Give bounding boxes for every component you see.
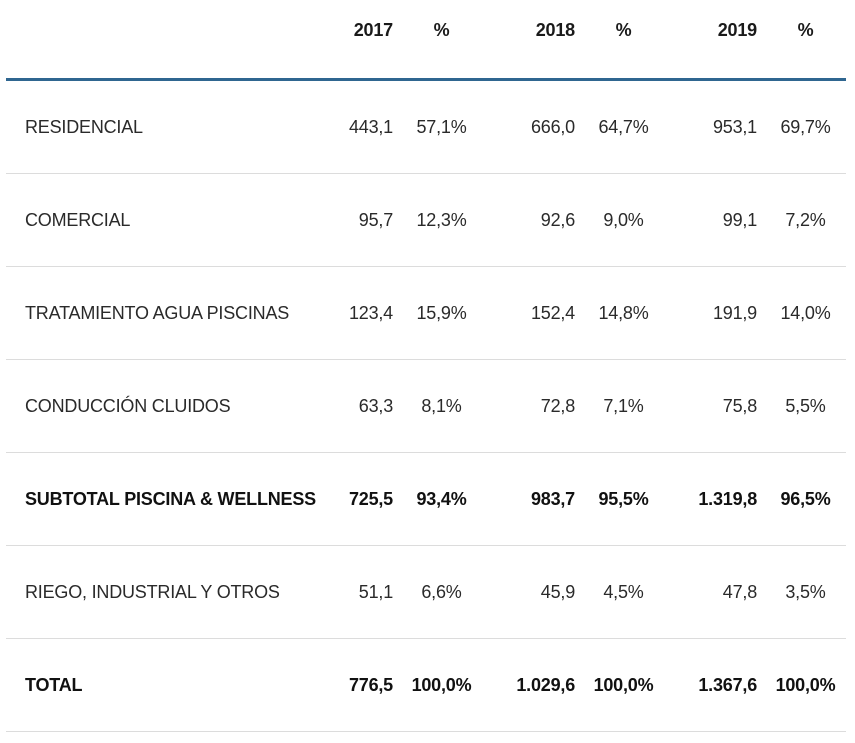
value-2019: 953,1 [712, 116, 757, 137]
value-2017: 51,1 [358, 581, 393, 602]
percent-2018: 100,0% [593, 674, 654, 695]
value-2019: 1.319,8 [698, 488, 757, 509]
table-row-subtotal-piscina-wellness: SUBTOTAL PISCINA & WELLNESS 725,5 93,4% … [6, 453, 846, 546]
percent-2018: 9,0% [603, 209, 644, 230]
percent-2019: 7,2% [785, 209, 826, 230]
table-row-tratamiento-agua-piscinas: TRATAMIENTO AGUA PISCINAS 123,4 15,9% 15… [6, 267, 846, 360]
value-2018: 152,4 [530, 302, 575, 323]
header-2019-percent: % [797, 20, 814, 40]
header-2018-percent: % [615, 20, 632, 40]
table-row-riego-industrial-otros: RIEGO, INDUSTRIAL Y OTROS 51,1 6,6% 45,9… [6, 546, 846, 639]
header-2017: 2017 [353, 20, 393, 40]
table-row-conduccion-cluidos: CONDUCCIÓN CLUIDOS 63,3 8,1% 72,8 7,1% 7… [6, 360, 846, 453]
table-row-total: TOTAL 776,5 100,0% 1.029,6 100,0% 1.367,… [6, 639, 846, 732]
value-2019: 47,8 [722, 581, 757, 602]
header-2018: 2018 [535, 20, 575, 40]
percent-2018: 14,8% [598, 302, 649, 323]
value-2019: 1.367,6 [698, 674, 757, 695]
percent-2017: 57,1% [416, 116, 467, 137]
value-2017: 123,4 [348, 302, 393, 323]
percent-2018: 7,1% [603, 395, 644, 416]
value-2018: 666,0 [530, 116, 575, 137]
value-2018: 72,8 [540, 395, 575, 416]
value-2019: 75,8 [722, 395, 757, 416]
percent-2018: 4,5% [603, 581, 644, 602]
value-2017: 95,7 [358, 209, 393, 230]
percent-2017: 15,9% [416, 302, 467, 323]
row-label: TOTAL [25, 674, 83, 695]
percent-2017: 93,4% [416, 488, 467, 509]
sales-table: 2017 % 2018 % 2019 % RESIDENCIAL 443,1 5… [6, 0, 846, 732]
header-label-column [6, 0, 318, 20]
percent-2019: 14,0% [780, 302, 831, 323]
percent-2019: 3,5% [785, 581, 826, 602]
row-label: TRATAMIENTO AGUA PISCINAS [25, 302, 290, 323]
header-2019: 2019 [717, 20, 757, 40]
row-label: COMERCIAL [25, 209, 131, 230]
header-2017-percent: % [433, 20, 450, 40]
table-header-row: 2017 % 2018 % 2019 % [6, 0, 846, 81]
value-2018: 1.029,6 [516, 674, 575, 695]
percent-2019: 69,7% [780, 116, 831, 137]
percent-2017: 8,1% [421, 395, 462, 416]
percent-2017: 100,0% [411, 674, 472, 695]
value-2018: 45,9 [540, 581, 575, 602]
percent-2018: 95,5% [598, 488, 649, 509]
percent-2017: 6,6% [421, 581, 462, 602]
table-row-comercial: COMERCIAL 95,7 12,3% 92,6 9,0% 99,1 7,2% [6, 174, 846, 267]
value-2018: 983,7 [530, 488, 575, 509]
percent-2018: 64,7% [598, 116, 649, 137]
value-2018: 92,6 [540, 209, 575, 230]
value-2019: 99,1 [722, 209, 757, 230]
value-2019: 191,9 [712, 302, 757, 323]
row-label: CONDUCCIÓN CLUIDOS [25, 395, 231, 416]
row-label: SUBTOTAL PISCINA & WELLNESS [25, 488, 316, 509]
table-row-residencial: RESIDENCIAL 443,1 57,1% 666,0 64,7% 953,… [6, 81, 846, 174]
row-label: RIEGO, INDUSTRIAL Y OTROS [25, 581, 280, 602]
percent-2019: 100,0% [775, 674, 836, 695]
percent-2019: 96,5% [780, 488, 831, 509]
value-2017: 776,5 [348, 674, 393, 695]
value-2017: 63,3 [358, 395, 393, 416]
row-label: RESIDENCIAL [25, 116, 143, 137]
percent-2019: 5,5% [785, 395, 826, 416]
value-2017: 443,1 [348, 116, 393, 137]
value-2017: 725,5 [348, 488, 393, 509]
percent-2017: 12,3% [416, 209, 467, 230]
